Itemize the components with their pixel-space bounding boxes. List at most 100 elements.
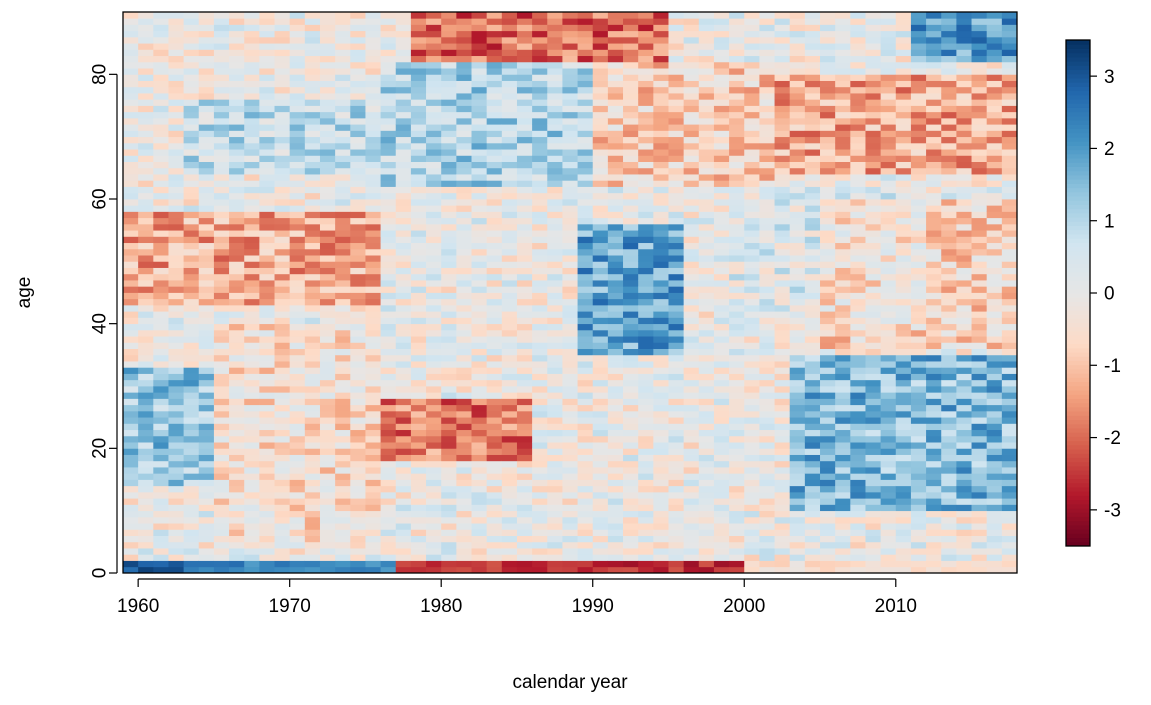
heatmap-cell [910,130,927,138]
heatmap-cell [335,323,351,331]
heatmap-cell [577,292,594,300]
heatmap-cell [380,398,397,406]
heatmap-cell [774,49,791,57]
heatmap-cell [410,423,427,431]
heatmap-cell [729,261,745,268]
heatmap-cell [926,504,942,512]
heatmap-cell [259,117,275,125]
heatmap-cell [138,105,154,113]
heatmap-cell [592,49,609,57]
heatmap-cell [804,117,821,125]
heatmap-cell [319,280,336,287]
heatmap-cell [138,317,154,325]
heatmap-cell [289,367,306,374]
heatmap-cell [350,541,366,549]
heatmap-cell [471,442,488,449]
heatmap-cell [289,379,306,387]
heatmap-cell [865,554,882,561]
heatmap-cell [820,354,836,362]
heatmap-cell [395,541,412,549]
heatmap-cell [138,255,154,262]
heatmap-cell [789,336,806,343]
heatmap-cell [319,74,336,81]
heatmap-cell [865,49,882,57]
heatmap-cell [562,435,578,443]
heatmap-cell [456,18,472,25]
heatmap-cell [592,342,609,349]
heatmap-cell [698,410,715,418]
heatmap-cell [910,479,927,487]
heatmap-cell [486,174,503,181]
heatmap-cell [168,535,185,543]
heatmap-cell [213,49,230,57]
heatmap-cell [335,18,351,25]
heatmap-cell [441,155,457,162]
heatmap-cell [426,485,442,493]
heatmap-cell [304,379,321,387]
heatmap-cell [516,304,533,312]
heatmap-cell [668,467,685,474]
heatmap-cell [198,336,215,343]
heatmap-cell [274,236,291,244]
heatmap-cell [668,30,685,38]
heatmap-cell [335,286,351,293]
heatmap-cell [759,298,775,306]
heatmap-cell [623,61,639,69]
heatmap-cell [850,217,866,225]
heatmap-cell [926,242,942,250]
heatmap-cell [774,286,791,293]
heatmap-cell [577,174,594,181]
heatmap-cell [501,304,518,312]
heatmap-cell [516,30,533,38]
heatmap-cell [168,74,185,81]
heatmap-cell [365,217,381,225]
heatmap-cell [668,379,685,387]
heatmap-cell [789,404,806,412]
heatmap-cell [729,404,745,412]
heatmap-cell [456,205,472,212]
heatmap-cell [789,304,806,312]
heatmap-cell [865,55,882,63]
heatmap-cell [501,311,518,318]
heatmap-cell [441,105,457,113]
heatmap-cell [804,280,821,287]
heatmap-cell [759,111,775,119]
heatmap-cell [335,479,351,487]
heatmap-cell [804,142,821,150]
heatmap-cell [486,504,503,512]
heatmap-cell [471,298,488,306]
heatmap-cell [547,167,563,175]
heatmap-cell [516,423,533,431]
heatmap-cell [623,491,639,499]
heatmap-cell [653,392,669,399]
heatmap-cell [789,498,806,505]
heatmap-cell [380,392,397,399]
heatmap-cell [820,304,836,312]
heatmap-cell [607,199,624,206]
heatmap-cell [698,336,715,343]
heatmap-cell [183,248,200,256]
heatmap-cell [547,317,563,325]
heatmap-cell [638,280,654,287]
heatmap-cell [486,529,503,536]
heatmap-cell [668,435,685,443]
heatmap-cell [713,454,730,462]
heatmap-cell [380,317,397,325]
heatmap-cell [623,560,639,568]
heatmap-cell [941,410,957,418]
heatmap-cell [365,491,381,499]
heatmap-cell [653,317,669,325]
heatmap-cell [532,80,548,88]
heatmap-cell [835,373,851,381]
heatmap-cell [698,292,715,300]
heatmap-cell [850,410,866,418]
heatmap-cell [380,24,397,32]
heatmap-cell [213,74,230,81]
heatmap-cell [516,136,533,144]
heatmap-cell [319,523,336,530]
heatmap-cell [395,435,412,443]
heatmap-cell [850,242,866,250]
heatmap-cell [880,155,897,162]
heatmap-cell [229,230,245,237]
heatmap-cell [623,68,639,75]
